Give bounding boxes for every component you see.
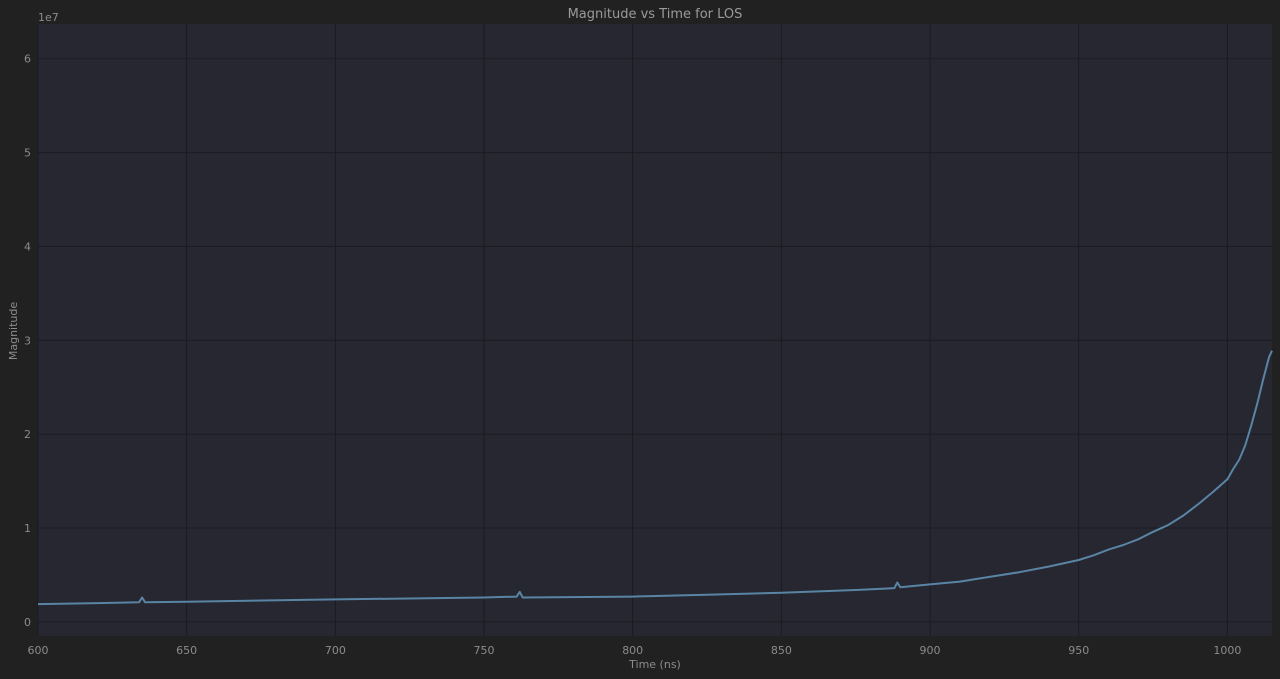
series-line bbox=[37, 350, 1273, 606]
x-axis-label: Time (ns) bbox=[628, 658, 681, 671]
y-tick-label: 4 bbox=[24, 240, 31, 253]
y-tick-label: 5 bbox=[24, 147, 31, 160]
x-tick-label: 600 bbox=[28, 644, 49, 657]
y-axis-ticks: 0 1 2 3 4 5 6 bbox=[24, 53, 31, 629]
x-tick-label: 950 bbox=[1068, 644, 1089, 657]
x-tick-label: 650 bbox=[176, 644, 197, 657]
x-tick-label: 1000 bbox=[1213, 644, 1241, 657]
x-tick-label: 900 bbox=[920, 644, 941, 657]
y-axis-label: Magnitude bbox=[7, 302, 20, 361]
x-tick-label: 700 bbox=[325, 644, 346, 657]
y-tick-label: 0 bbox=[24, 616, 31, 629]
y-tick-label: 3 bbox=[24, 334, 31, 347]
chart-title: Magnitude vs Time for LOS bbox=[568, 7, 743, 22]
y-tick-label: 1 bbox=[24, 522, 31, 535]
y-tick-label: 2 bbox=[24, 428, 31, 441]
plot-area bbox=[38, 24, 1272, 636]
y-tick-label: 6 bbox=[24, 53, 31, 66]
x-axis-ticks: 600 650 700 750 800 850 900 950 1000 bbox=[28, 644, 1242, 657]
x-tick-label: 800 bbox=[622, 644, 643, 657]
x-tick-label: 850 bbox=[771, 644, 792, 657]
x-tick-label: 750 bbox=[474, 644, 495, 657]
grid-lines bbox=[37, 24, 1272, 636]
series-layer bbox=[37, 350, 1273, 606]
y-axis-scale-label: 1e7 bbox=[38, 11, 59, 24]
